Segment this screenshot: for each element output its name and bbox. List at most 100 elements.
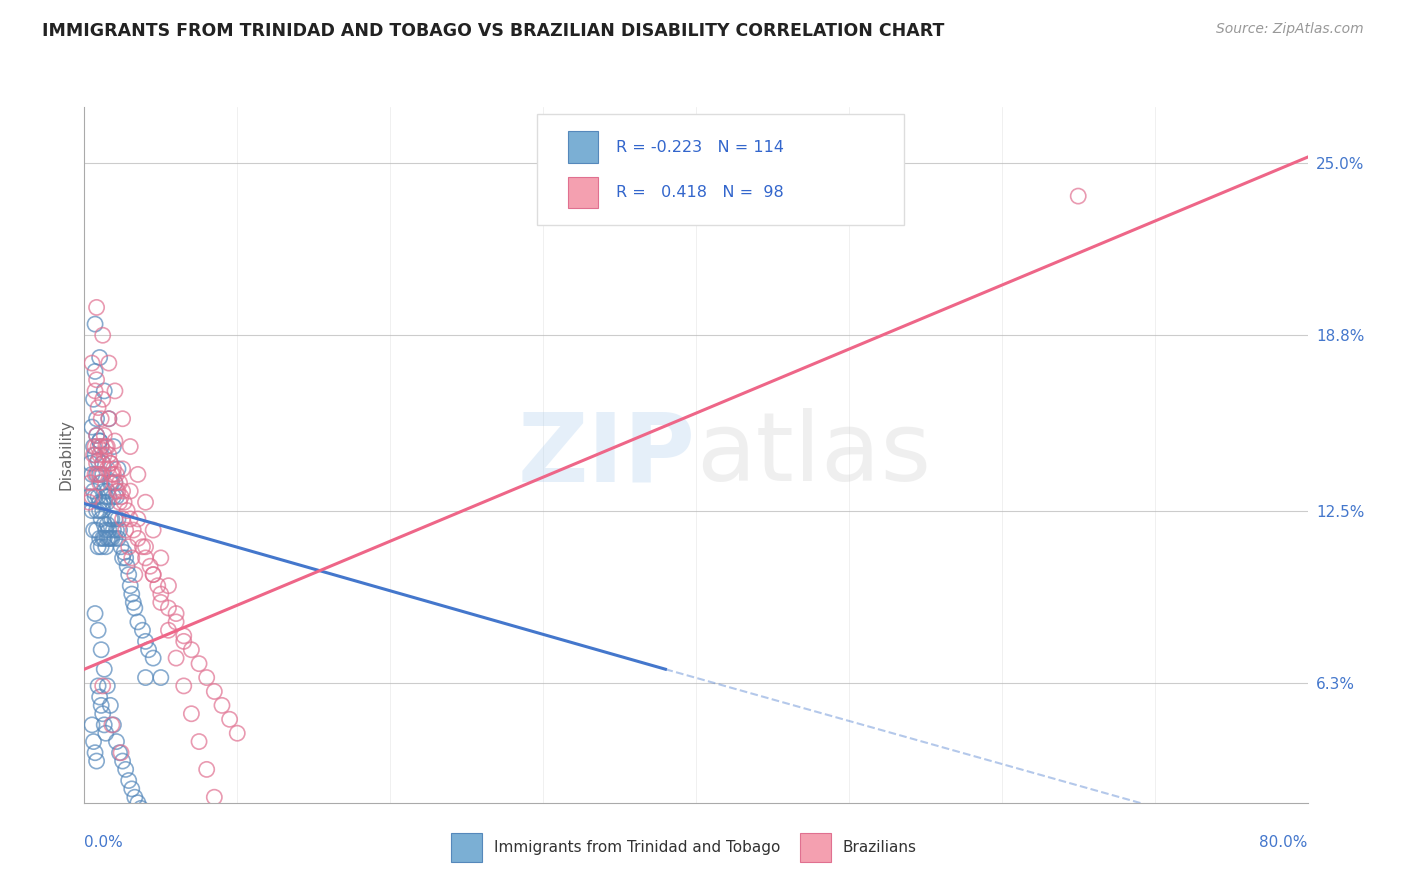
Point	[90, 411, 112, 425]
Point	[112, 545, 135, 559]
Point	[86, 428, 108, 442]
Point	[195, 763, 218, 777]
Point	[107, 512, 129, 526]
Point	[86, 467, 108, 482]
Bar	[568, 131, 598, 162]
Point	[93, 532, 115, 546]
Point	[121, 587, 143, 601]
Point	[111, 550, 134, 565]
Point	[115, 559, 138, 574]
Point	[80, 718, 103, 732]
Point	[118, 540, 141, 554]
Point	[87, 440, 110, 454]
Point	[84, 467, 107, 482]
Point	[118, 773, 141, 788]
Point	[90, 698, 112, 713]
Point	[86, 373, 108, 387]
Point	[149, 550, 172, 565]
Point	[96, 462, 118, 476]
Point	[84, 746, 107, 760]
Point	[104, 434, 127, 448]
Point	[83, 523, 105, 537]
Point	[103, 490, 125, 504]
Point	[124, 567, 146, 582]
Text: IMMIGRANTS FROM TRINIDAD AND TOBAGO VS BRAZILIAN DISABILITY CORRELATION CHART: IMMIGRANTS FROM TRINIDAD AND TOBAGO VS B…	[42, 22, 945, 40]
Point	[108, 495, 131, 509]
Point	[111, 462, 134, 476]
Point	[131, 624, 153, 638]
Point	[146, 579, 169, 593]
Point	[101, 532, 124, 546]
Point	[98, 456, 121, 470]
Point	[103, 523, 125, 537]
Point	[93, 517, 115, 532]
Point	[90, 475, 112, 490]
Point	[93, 384, 115, 398]
Point	[77, 490, 100, 504]
Point	[127, 615, 149, 629]
Point	[103, 467, 125, 482]
Point	[108, 523, 131, 537]
Point	[86, 301, 108, 315]
Point	[120, 440, 142, 454]
Point	[188, 657, 211, 671]
Point	[77, 495, 100, 509]
Point	[157, 624, 180, 638]
Point	[149, 587, 172, 601]
Point	[89, 434, 111, 448]
Point	[89, 503, 111, 517]
Point	[80, 420, 103, 434]
Text: Brazilians: Brazilians	[842, 840, 917, 855]
Point	[108, 746, 131, 760]
Point	[97, 356, 120, 370]
Point	[107, 532, 129, 546]
Point	[83, 392, 105, 407]
Point	[91, 679, 114, 693]
Point	[87, 624, 110, 638]
Point	[89, 448, 111, 462]
Point	[87, 540, 110, 554]
Point	[97, 523, 120, 537]
Point	[104, 384, 127, 398]
Point	[165, 615, 187, 629]
Point	[101, 718, 124, 732]
Point	[1067, 189, 1090, 203]
Point	[94, 523, 117, 537]
Point	[142, 651, 165, 665]
Point	[79, 456, 101, 470]
Point	[105, 490, 128, 504]
Point	[120, 484, 142, 499]
Point	[89, 434, 111, 448]
Point	[127, 532, 149, 546]
Point	[94, 490, 117, 504]
Point	[135, 495, 157, 509]
Point	[127, 796, 149, 810]
Point	[94, 726, 117, 740]
Point	[87, 401, 110, 415]
Point	[80, 356, 103, 370]
Point	[91, 456, 114, 470]
Point	[103, 440, 125, 454]
Point	[86, 428, 108, 442]
Point	[87, 453, 110, 467]
Point	[91, 495, 114, 509]
Point	[139, 559, 162, 574]
Point	[83, 448, 105, 462]
Point	[149, 671, 172, 685]
Point	[124, 601, 146, 615]
Text: ZIP: ZIP	[517, 409, 696, 501]
Point	[127, 512, 149, 526]
Point	[93, 662, 115, 676]
Point	[157, 601, 180, 615]
Point	[120, 512, 142, 526]
Point	[83, 734, 105, 748]
Point	[84, 448, 107, 462]
Point	[86, 754, 108, 768]
Point	[111, 754, 134, 768]
Point	[103, 718, 125, 732]
Point	[101, 475, 124, 490]
Point	[96, 517, 118, 532]
Point	[84, 384, 107, 398]
Point	[165, 651, 187, 665]
Bar	[568, 177, 598, 208]
